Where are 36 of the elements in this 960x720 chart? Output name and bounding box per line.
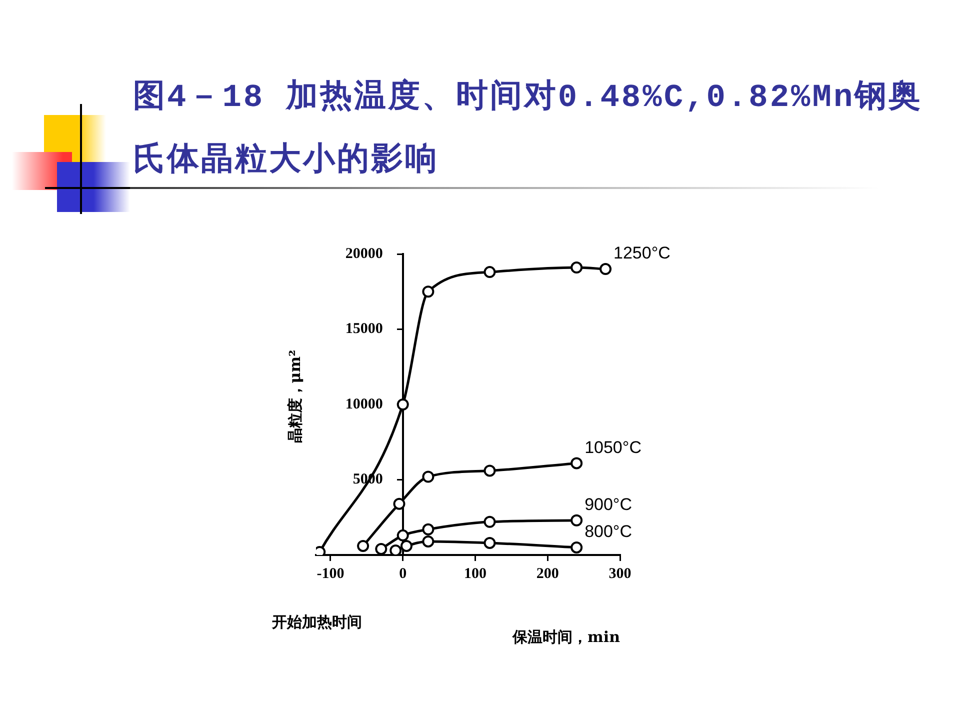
point [422, 535, 434, 548]
x-tick-label: 300 [608, 566, 632, 582]
point [396, 398, 409, 410]
y-tick-label: 20000 [345, 246, 383, 262]
point [422, 286, 434, 298]
point [390, 544, 402, 555]
point [484, 266, 496, 278]
point [393, 498, 406, 510]
chart-title: 图4－18 加热温度、时间对0.48%C,0.82%Mn钢奥氏体晶粒大小的影响 [133, 77, 924, 181]
y-axis-title: 晶粒度，μm² [286, 350, 304, 444]
text: 开始加热时间 [271, 612, 362, 631]
x-tick-label: 0 [399, 566, 407, 582]
series-label: 800°C [584, 522, 632, 542]
x-tick-label: 200 [536, 566, 559, 582]
point [484, 464, 496, 477]
point [570, 262, 583, 274]
point [396, 529, 409, 542]
series-label: 1250°C [614, 244, 670, 263]
point [375, 542, 388, 555]
point [357, 540, 370, 552]
point [422, 470, 434, 483]
point [400, 540, 412, 552]
point [422, 523, 434, 536]
x-tick-label: 100 [464, 566, 486, 582]
series-label: 1050°C [584, 438, 642, 457]
point [600, 263, 612, 276]
series-label: 900°C [584, 495, 632, 514]
y-tick-label: 15000 [345, 321, 383, 338]
point [484, 516, 496, 528]
point [484, 536, 496, 549]
point [570, 514, 583, 526]
x-axis-title: 保温时间，min [512, 628, 620, 646]
point [570, 541, 583, 554]
y-tick-label: 10000 [345, 396, 383, 412]
x-tick-label: -100 [316, 566, 344, 582]
point [570, 457, 583, 470]
